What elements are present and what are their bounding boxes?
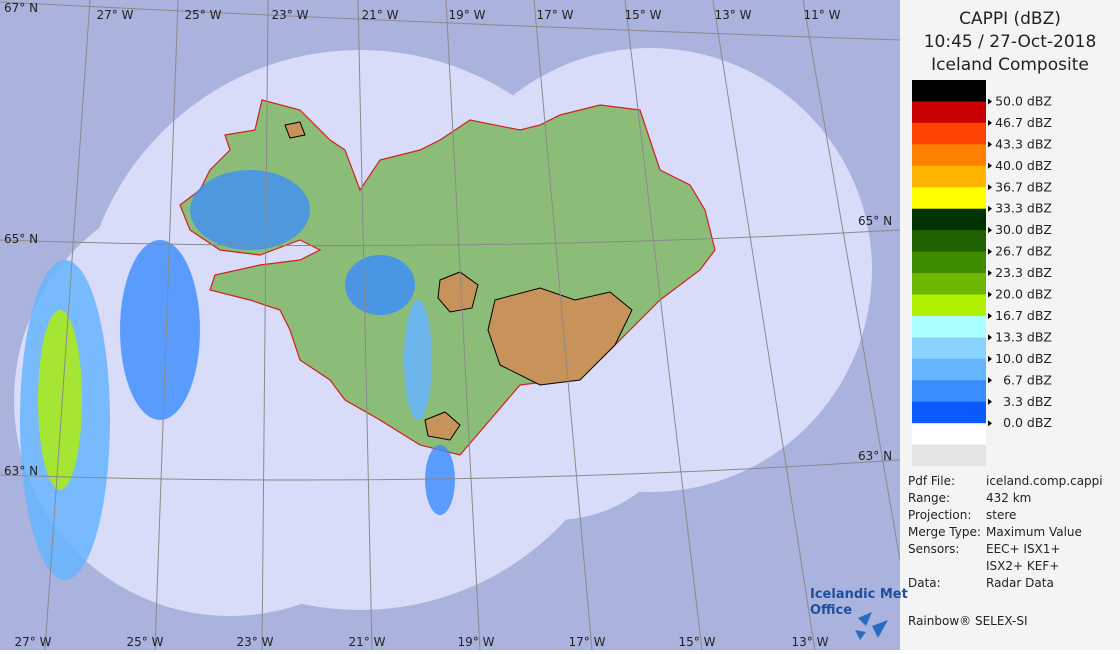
lon-label: 23° W xyxy=(237,635,274,649)
panel-title: CAPPI (dBZ) xyxy=(959,9,1061,29)
legend-swatch xyxy=(912,294,986,317)
legend-swatch-none xyxy=(912,423,986,445)
lat-label: 65° N xyxy=(858,214,892,228)
lat-label: 67° N xyxy=(4,1,38,15)
legend-pointer xyxy=(988,248,992,255)
legend-swatch xyxy=(912,80,986,102)
legend-swatch xyxy=(912,380,986,403)
info-value: iceland.comp.cappi xyxy=(986,474,1103,488)
legend-swatch xyxy=(912,144,986,167)
legend-pointer xyxy=(988,334,992,341)
lon-label: 15° W xyxy=(679,635,716,649)
legend-swatch xyxy=(912,230,986,253)
lon-label: 23° W xyxy=(272,8,309,22)
graticule xyxy=(0,0,901,651)
info-value: ISX2+ KEF+ xyxy=(986,559,1059,573)
info-value: stere xyxy=(986,508,1016,522)
legend-swatch xyxy=(912,337,986,360)
logo-text: Office xyxy=(810,603,852,618)
lon-label: 21° W xyxy=(362,8,399,22)
legend-swatch xyxy=(912,208,986,231)
glaciers xyxy=(284,121,633,441)
legend-pointer xyxy=(988,141,992,148)
legend-label: 30.0 dBZ xyxy=(995,222,1052,237)
lat-label: 63° N xyxy=(4,464,38,478)
info-key: Merge Type: xyxy=(908,525,981,539)
legend-label: 26.7 dBZ xyxy=(995,244,1052,259)
logo-text: Icelandic Met xyxy=(810,587,908,602)
lon-label: 27° W xyxy=(15,635,52,649)
legend-pointer xyxy=(988,291,992,298)
lat-label: 65° N xyxy=(4,232,38,246)
legend-label: 20.0 dBZ xyxy=(995,287,1052,302)
info-value: EEC+ ISX1+ xyxy=(986,542,1060,556)
lon-label: 11° W xyxy=(804,8,841,22)
legend-swatch xyxy=(912,101,986,124)
legend-swatch xyxy=(912,122,986,145)
info-key: Range: xyxy=(908,491,950,505)
lon-label: 25° W xyxy=(185,8,222,22)
lon-label: 17° W xyxy=(537,8,574,22)
legend-label: 43.3 dBZ xyxy=(995,136,1052,151)
legend-label: 16.7 dBZ xyxy=(995,308,1052,323)
legend-swatch xyxy=(912,251,986,274)
legend-pointer xyxy=(988,312,992,319)
lon-label: 19° W xyxy=(458,635,495,649)
legend-pointer xyxy=(988,355,992,362)
legend-swatch xyxy=(912,358,986,381)
legend-label: 10.0 dBZ xyxy=(995,351,1052,366)
legend-pointer xyxy=(988,162,992,169)
legend-label: 13.3 dBZ xyxy=(995,329,1052,344)
logo-icon xyxy=(855,612,888,640)
info-value: Maximum Value xyxy=(986,525,1082,539)
lon-label: 13° W xyxy=(715,8,752,22)
footer: Rainbow® SELEX-SI xyxy=(908,614,1028,628)
legend-swatch xyxy=(912,187,986,210)
legend-label: 36.7 dBZ xyxy=(995,179,1052,194)
legend-label: 50.0 dBZ xyxy=(995,93,1052,108)
info-value: 432 km xyxy=(986,491,1031,505)
legend-swatch xyxy=(912,315,986,338)
legend-pointer xyxy=(988,420,992,427)
legend-pointer xyxy=(988,398,992,405)
info-key: Data: xyxy=(908,576,941,590)
legend-label: 0.0 dBZ xyxy=(1003,415,1052,430)
precipitation xyxy=(20,170,455,580)
lon-label: 13° W xyxy=(792,635,829,649)
legend-label: 40.0 dBZ xyxy=(995,158,1052,173)
legend-pointer xyxy=(988,98,992,105)
info-key: Sensors: xyxy=(908,542,959,556)
lon-label: 19° W xyxy=(449,8,486,22)
legend-swatch xyxy=(912,165,986,188)
legend-label: 23.3 dBZ xyxy=(995,265,1052,280)
legend-pointer xyxy=(988,184,992,191)
lon-label: 17° W xyxy=(569,635,606,649)
panel-title: 10:45 / 27-Oct-2018 xyxy=(924,32,1097,52)
lon-label: 27° W xyxy=(97,8,134,22)
panel-title: Iceland Composite xyxy=(931,55,1089,75)
lon-label: 21° W xyxy=(349,635,386,649)
legend-label: 46.7 dBZ xyxy=(995,115,1052,130)
legend-label: 6.7 dBZ xyxy=(1003,372,1052,387)
info-value: Radar Data xyxy=(986,576,1054,590)
legend-swatch xyxy=(912,401,986,424)
info-key: Pdf File: xyxy=(908,474,955,488)
legend-label: 33.3 dBZ xyxy=(995,201,1052,216)
legend-swatch-none xyxy=(912,444,986,467)
info-key: Projection: xyxy=(908,508,971,522)
legend-pointer xyxy=(988,270,992,277)
lon-label: 25° W xyxy=(127,635,164,649)
legend-swatch xyxy=(912,273,986,295)
legend-pointer xyxy=(988,377,992,384)
lon-label: 15° W xyxy=(625,8,662,22)
legend-pointer xyxy=(988,205,992,212)
lat-label: 63° N xyxy=(858,449,892,463)
legend-pointer xyxy=(988,227,992,234)
legend-label: 3.3 dBZ xyxy=(1003,394,1052,409)
legend-pointer xyxy=(988,119,992,126)
